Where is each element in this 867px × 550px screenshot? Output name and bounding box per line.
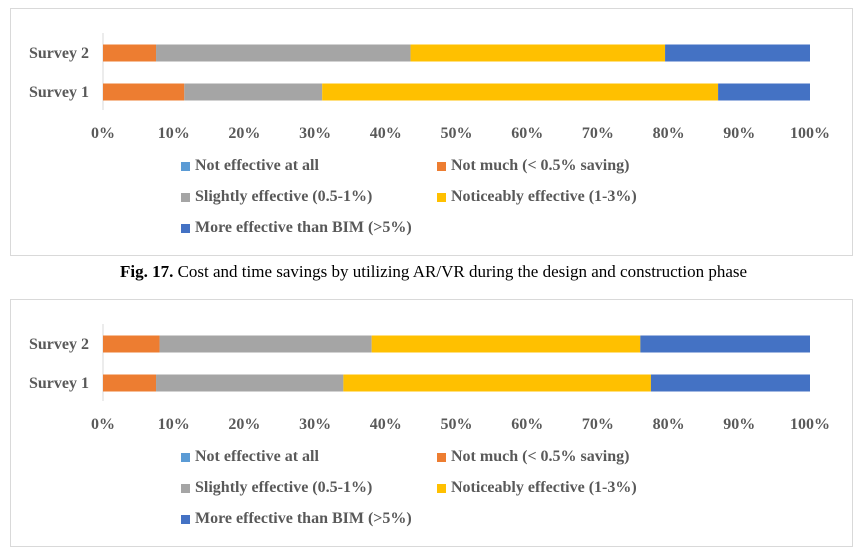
chart-panel-2: Survey 2 Survey 1 0% 10% 20% 30% 40% 50% 60% 70% 8… (10, 299, 853, 547)
legend-label: Not effective at all (195, 157, 319, 174)
legend-item-noticeably-effective-1-3: Noticeably effective (1-3%) (437, 188, 637, 206)
bar-survey-2-slightly-effective-0-5-1 (156, 44, 411, 62)
category-label-survey-2: Survey 2 (29, 45, 89, 62)
bar-survey-2-more-effective-than-bim-5 (665, 44, 810, 62)
x-tick-label: 0% (91, 125, 115, 142)
bar-survey-1-noticeably-effective-1-3 (343, 374, 651, 392)
bar-survey-1-slightly-effective-0-5-1 (184, 83, 323, 101)
legend-label: Not effective at all (195, 448, 319, 465)
legend-item-more-effective-than-bim-5: More effective than BIM (>5%) (181, 510, 412, 528)
bar-survey-1-more-effective-than-bim-5 (650, 374, 810, 392)
legend-item-slightly-effective-0-5-1: Slightly effective (0.5-1%) (181, 188, 372, 206)
legend-label: More effective than BIM (>5%) (195, 510, 412, 527)
x-tick-label: 30% (299, 416, 331, 433)
x-tick-label: 60% (511, 416, 543, 433)
x-tick-label: 0% (91, 416, 115, 433)
x-tick-label: 90% (723, 416, 755, 433)
legend-item-not-effective-at-all: Not effective at all (181, 448, 319, 466)
bar-survey-2-more-effective-than-bim-5 (640, 335, 810, 353)
legend-label: Not much (< 0.5% saving) (451, 448, 630, 465)
bar-survey-2-slightly-effective-0-5-1 (159, 335, 372, 353)
x-tick-label: 70% (582, 125, 614, 142)
bar-survey-2-noticeably-effective-1-3 (410, 44, 666, 62)
legend-item-not-much-0-5-saving: Not much (< 0.5% saving) (437, 448, 629, 466)
x-tick-label: 50% (441, 125, 473, 142)
x-tick-label: 80% (653, 125, 685, 142)
x-tick-label: 20% (228, 125, 260, 142)
x-tick-label: 10% (158, 125, 190, 142)
legend-label: More effective than BIM (>5%) (195, 219, 412, 236)
legend-item-slightly-effective-0-5-1: Slightly effective (0.5-1%) (181, 479, 372, 497)
figure-caption: Fig. 17. Cost and time savings by utiliz… (0, 262, 867, 282)
x-tick-label: 100% (790, 416, 830, 433)
x-tick-label: 80% (653, 416, 685, 433)
x-tick-label: 30% (299, 125, 331, 142)
x-tick-label: 70% (582, 416, 614, 433)
legend-swatch (181, 483, 190, 493)
x-tick-label: 40% (370, 125, 402, 142)
x-tick-label: 50% (441, 416, 473, 433)
legend-swatch (437, 483, 446, 493)
legend-item-noticeably-effective-1-3: Noticeably effective (1-3%) (437, 479, 637, 497)
x-tick-label: 90% (723, 125, 755, 142)
category-label-survey-2: Survey 2 (29, 336, 89, 353)
x-tick-label: 20% (228, 416, 260, 433)
bar-survey-1-not-much-0-5-saving (103, 374, 157, 392)
x-tick-label: 60% (511, 125, 543, 142)
legend-swatch (181, 223, 190, 233)
legend-label: Slightly effective (0.5-1%) (195, 188, 373, 205)
legend-swatch (437, 192, 446, 202)
legend-swatch (437, 161, 446, 171)
legend-swatch (437, 452, 446, 462)
bar-chart-1: Survey 2 Survey 1 0% 10% 20% 30% 40% 50% 60% 70% 8… (29, 33, 830, 142)
category-label-survey-1: Survey 1 (29, 375, 89, 392)
legend-item-not-effective-at-all: Not effective at all (181, 157, 319, 175)
legend-swatch (181, 161, 190, 171)
bar-chart-2: Survey 2 Survey 1 0% 10% 20% 30% 40% 50% 60% 70% 8… (29, 324, 830, 433)
bar-survey-1-more-effective-than-bim-5 (718, 83, 810, 101)
bar-survey-1-slightly-effective-0-5-1 (156, 374, 344, 392)
bar-survey-1-not-much-0-5-saving (103, 83, 185, 101)
legend-item-not-much-0-5-saving: Not much (< 0.5% saving) (437, 157, 629, 175)
x-tick-label: 100% (790, 125, 830, 142)
legend-swatch (181, 452, 190, 462)
caption-text: Cost and time savings by utilizing AR/VR… (173, 262, 748, 281)
legend-label: Noticeably effective (1-3%) (451, 479, 637, 496)
caption-label: Fig. 17. (119, 262, 174, 281)
bar-survey-1-noticeably-effective-1-3 (322, 83, 719, 101)
legend-swatch (181, 514, 190, 524)
legend-label: Not much (< 0.5% saving) (451, 157, 630, 174)
bar-survey-2-noticeably-effective-1-3 (371, 335, 641, 353)
category-label-survey-1: Survey 1 (29, 84, 89, 101)
bar-survey-2-not-much-0-5-saving (103, 335, 160, 353)
legend-label: Noticeably effective (1-3%) (451, 188, 637, 205)
x-tick-label: 10% (158, 416, 190, 433)
legend-item-more-effective-than-bim-5: More effective than BIM (>5%) (181, 219, 412, 237)
legend-swatch (181, 192, 190, 202)
chart-panel-1: Survey 2 Survey 1 0% 10% 20% 30% 40% 50% 60% 70% 8… (10, 8, 853, 256)
bar-survey-2-not-much-0-5-saving (103, 44, 157, 62)
legend-label: Slightly effective (0.5-1%) (195, 479, 373, 496)
x-tick-label: 40% (370, 416, 402, 433)
